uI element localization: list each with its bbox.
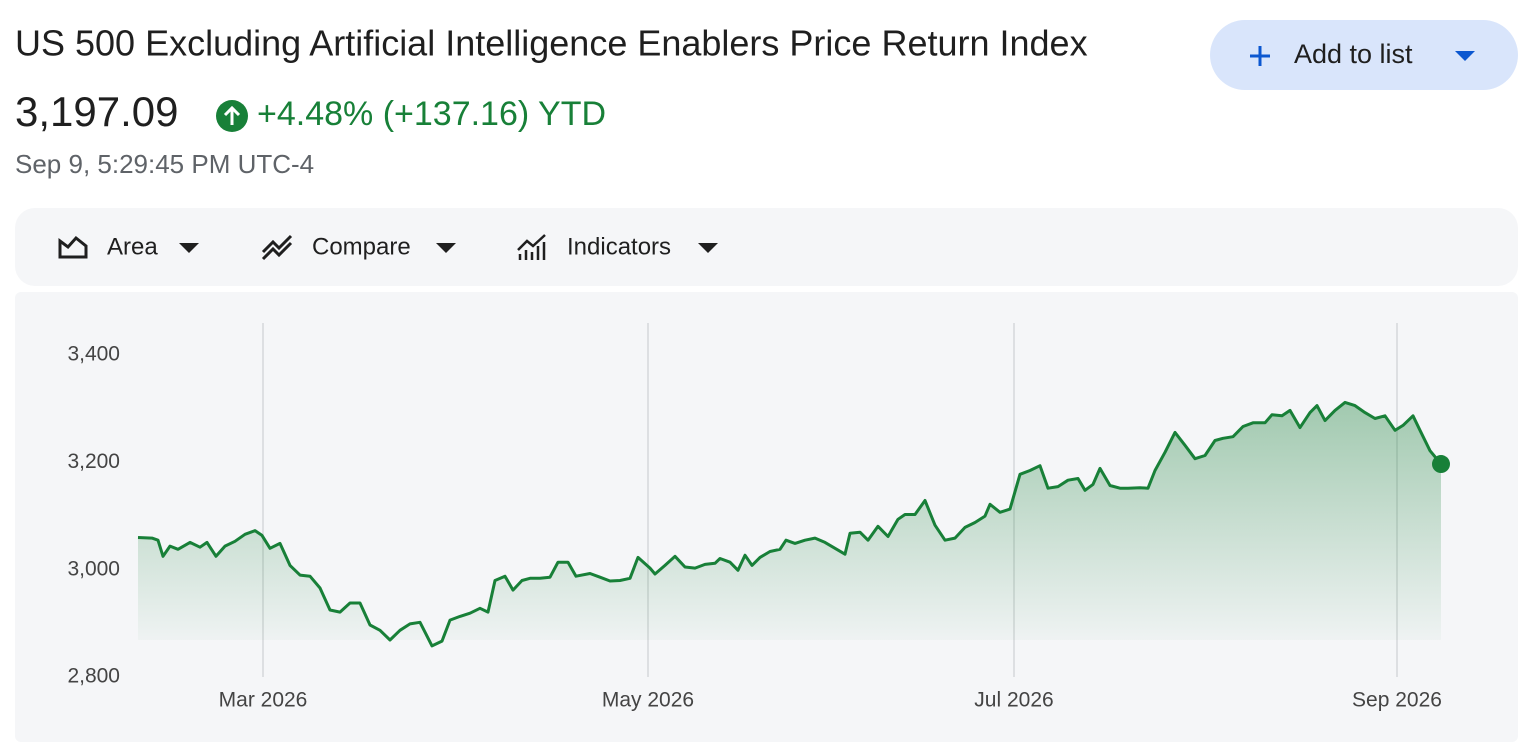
toolbar-label: Compare <box>312 233 411 260</box>
plot: Mar 2026 May 2026 Jul 2026 Sep 2026 2,800 3,0… <box>67 323 1450 712</box>
compare-button[interactable]: Compare <box>261 233 456 261</box>
area-fill <box>138 402 1441 646</box>
dropdown-icon <box>1455 51 1475 61</box>
change: +4.48% (+137.16) YTD <box>257 95 606 133</box>
toolbar-label: Indicators <box>567 233 671 260</box>
add-to-list-button[interactable]: Add to list <box>1210 20 1518 90</box>
x-tick-label: Sep 2026 <box>1352 689 1442 712</box>
y-tick-label: 3,000 <box>67 557 120 580</box>
price: 3,197.09 <box>15 88 179 135</box>
up-arrow <box>223 105 241 125</box>
indicators-button[interactable]: Indicators <box>517 233 718 260</box>
price-line <box>137 400 1443 648</box>
plus-icon <box>1250 46 1270 66</box>
timestamp: Sep 9, 5:29:45 PM UTC-4 <box>15 149 314 179</box>
toolbar <box>15 208 1518 286</box>
y-tick-label: 3,200 <box>67 450 120 473</box>
dropdown-icon <box>436 243 456 253</box>
dropdown-icon <box>698 243 718 253</box>
area-button[interactable]: Area <box>58 233 199 260</box>
button-bg <box>1210 20 1518 90</box>
current-point <box>1432 455 1450 474</box>
x-tick-label: Jul 2026 <box>974 689 1053 712</box>
x-tick-label: May 2026 <box>602 689 694 712</box>
indicators-icon <box>517 234 546 260</box>
button-label: Add to list <box>1294 39 1413 69</box>
y-tick-label: 3,400 <box>67 343 120 366</box>
compare-icon <box>261 234 293 261</box>
title: US 500 Excluding Artificial Intelligence… <box>15 23 1088 64</box>
dropdown-icon <box>179 243 199 253</box>
area-icon <box>58 235 88 259</box>
toolbar-label: Area <box>107 233 158 260</box>
x-tick-label: Mar 2026 <box>219 689 308 712</box>
y-tick-label: 2,800 <box>67 665 120 688</box>
